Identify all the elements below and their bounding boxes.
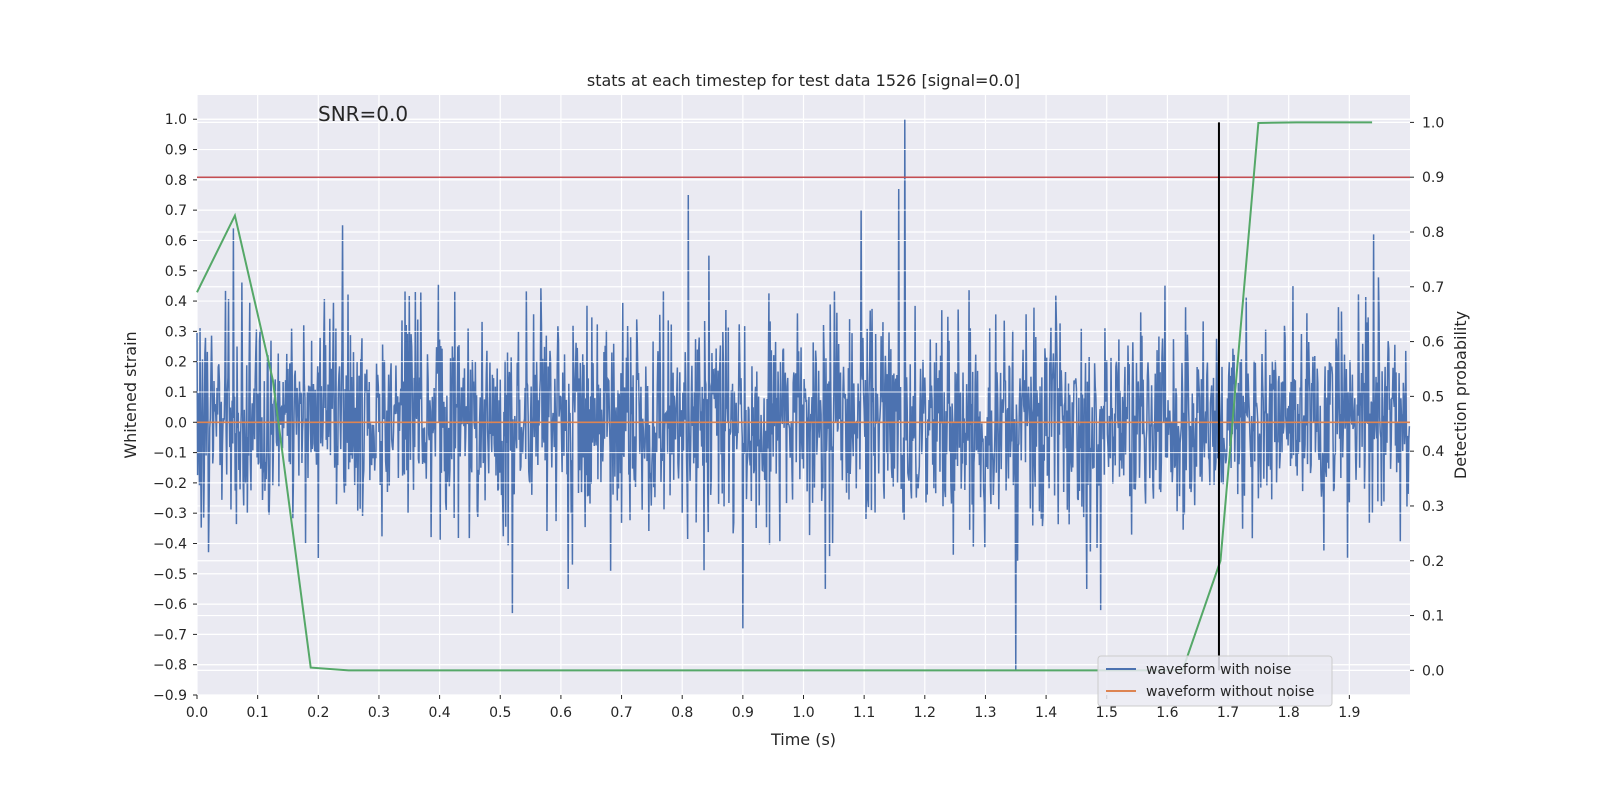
y-tick-label: 1.0 (165, 112, 187, 128)
x-tick-label: 1.0 (792, 705, 814, 721)
y2-tick-label: 0.7 (1422, 280, 1444, 296)
y2-tick-label: 0.2 (1422, 554, 1444, 570)
y2-tick-label: 0.6 (1422, 335, 1444, 351)
y-tick-label: −0.6 (153, 597, 187, 613)
y2-axis-label: Detection probability (1451, 311, 1470, 479)
y2-tick-label: 0.1 (1422, 609, 1444, 625)
x-tick-label: 0.2 (307, 705, 329, 721)
y2-tick-label: 0.3 (1422, 499, 1444, 515)
series-waveform-with-noise (196, 119, 1411, 671)
y-tick-label: −0.5 (153, 567, 187, 583)
x-tick-label: 1.1 (853, 705, 875, 721)
y-tick-label: −0.3 (153, 506, 187, 522)
x-tick-label: 0.0 (186, 705, 208, 721)
x-tick-label: 0.9 (732, 705, 754, 721)
y-tick-label: −0.8 (153, 658, 187, 674)
y-tick-label: 0.5 (165, 264, 187, 280)
snr-annotation: SNR=0.0 (318, 102, 408, 126)
x-tick-label: 1.5 (1096, 705, 1118, 721)
y-tick-label: −0.2 (153, 476, 187, 492)
x-tick-label: 0.1 (247, 705, 269, 721)
x-tick-label: 0.7 (610, 705, 632, 721)
y-tick-label: 0.1 (165, 385, 187, 401)
y2-tick-label: 0.8 (1422, 225, 1444, 241)
y-tick-label: 0.8 (165, 173, 187, 189)
legend-label-with-noise: waveform with noise (1146, 662, 1291, 678)
y2-tick-label: 1.0 (1422, 115, 1444, 131)
x-tick-label: 1.9 (1338, 705, 1360, 721)
x-tick-label: 0.6 (550, 705, 572, 721)
x-axis-label: Time (s) (770, 730, 836, 749)
x-tick-label: 0.3 (368, 705, 390, 721)
x-tick-label: 1.7 (1217, 705, 1239, 721)
x-tick-label: 1.8 (1278, 705, 1300, 721)
ticks: 0.0 0.1 0.2 0.3 0.4 0.5 0.6 0.7 0.8 0.9 1.0 1.1 1.2 1… (153, 112, 1444, 721)
y-tick-label: −0.7 (153, 627, 187, 643)
legend-label-without-noise: waveform without noise (1146, 684, 1314, 700)
x-tick-label: 0.5 (489, 705, 511, 721)
y-tick-label: −0.9 (153, 688, 187, 704)
y2-tick-label: 0.5 (1422, 389, 1444, 405)
y-tick-label: 0.0 (165, 415, 187, 431)
x-tick-label: 1.2 (914, 705, 936, 721)
y-tick-label: −0.4 (153, 536, 187, 552)
y-tick-label: 0.9 (165, 143, 187, 159)
chart-title: stats at each timestep for test data 152… (587, 71, 1020, 90)
y-tick-label: 0.2 (165, 355, 187, 371)
legend-box (1097, 655, 1333, 707)
x-tick-label: 1.3 (974, 705, 996, 721)
y-tick-label: 0.7 (165, 203, 187, 219)
x-tick-label: 1.4 (1035, 705, 1057, 721)
x-tick-label: 0.4 (428, 705, 450, 721)
y2-tick-label: 0.9 (1422, 170, 1444, 186)
x-tick-label: 1.6 (1156, 705, 1178, 721)
y2-tick-label: 0.0 (1422, 663, 1444, 679)
y-tick-label: 0.6 (165, 233, 187, 249)
y-tick-label: −0.1 (153, 446, 187, 462)
y2-tick-label: 0.4 (1422, 444, 1444, 460)
y-tick-label: 0.3 (165, 324, 187, 340)
x-tick-label: 0.8 (671, 705, 693, 721)
legend: waveform with noise waveform without noi… (1097, 655, 1333, 707)
y-tick-label: 0.4 (165, 294, 187, 310)
y-axis-label: Whitened strain (121, 331, 140, 458)
